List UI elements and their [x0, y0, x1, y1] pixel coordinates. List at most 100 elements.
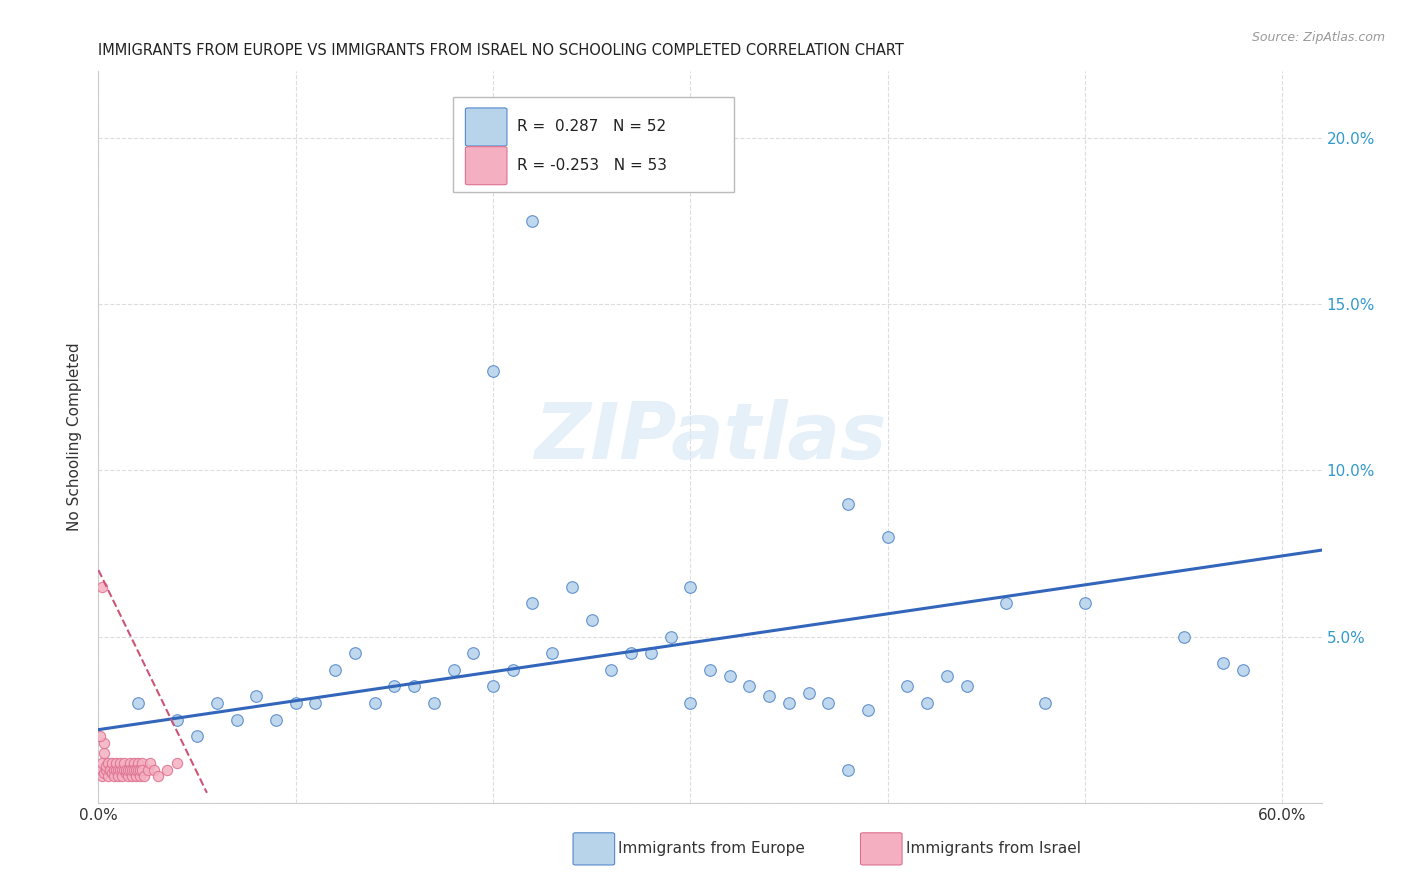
Point	[482, 680, 505, 694]
Point	[659, 630, 682, 644]
Point	[837, 763, 859, 777]
FancyBboxPatch shape	[453, 97, 734, 192]
Point	[955, 680, 977, 694]
Point	[264, 713, 287, 727]
Point	[117, 769, 139, 783]
FancyBboxPatch shape	[574, 833, 614, 865]
Point	[127, 763, 149, 777]
Point	[1173, 630, 1195, 644]
Text: R =  0.287   N = 52: R = 0.287 N = 52	[517, 119, 666, 134]
FancyBboxPatch shape	[465, 108, 508, 146]
Text: R = -0.253   N = 53: R = -0.253 N = 53	[517, 158, 666, 173]
Point	[856, 703, 879, 717]
Point	[118, 763, 141, 777]
Point	[103, 763, 125, 777]
Point	[112, 763, 135, 777]
Point	[561, 580, 583, 594]
Point	[125, 763, 148, 777]
Point	[93, 736, 115, 750]
Point	[817, 696, 839, 710]
Point	[131, 763, 153, 777]
Point	[915, 696, 938, 710]
Point	[323, 663, 346, 677]
Point	[91, 769, 114, 783]
Point	[101, 765, 124, 780]
Point	[121, 769, 143, 783]
Point	[284, 696, 307, 710]
Point	[343, 646, 366, 660]
Point	[699, 663, 721, 677]
Point	[98, 763, 121, 777]
Point	[443, 663, 465, 677]
Point	[205, 696, 228, 710]
Point	[127, 756, 149, 770]
Point	[91, 580, 114, 594]
Point	[96, 759, 118, 773]
Point	[640, 646, 662, 660]
FancyBboxPatch shape	[860, 833, 903, 865]
Point	[97, 756, 120, 770]
Point	[125, 769, 148, 783]
Point	[115, 765, 138, 780]
Point	[121, 763, 143, 777]
FancyBboxPatch shape	[465, 146, 508, 185]
Point	[522, 596, 544, 610]
Point	[522, 214, 544, 228]
Point	[1035, 696, 1057, 710]
Point	[541, 646, 564, 660]
Point	[103, 769, 125, 783]
Point	[89, 729, 111, 743]
Point	[89, 763, 111, 777]
Point	[994, 596, 1017, 610]
Point	[837, 497, 859, 511]
Y-axis label: No Schooling Completed: No Schooling Completed	[67, 343, 83, 532]
Text: Immigrants from Europe: Immigrants from Europe	[619, 841, 806, 856]
Point	[463, 646, 485, 660]
Point	[679, 580, 702, 594]
Point	[117, 763, 139, 777]
Point	[166, 713, 188, 727]
Point	[738, 680, 761, 694]
Point	[146, 769, 169, 783]
Point	[122, 763, 145, 777]
Point	[128, 769, 150, 783]
Point	[127, 696, 149, 710]
Point	[91, 756, 114, 770]
Point	[797, 686, 820, 700]
Point	[225, 713, 247, 727]
Point	[304, 696, 326, 710]
Point	[105, 756, 128, 770]
Point	[896, 680, 918, 694]
Point	[156, 763, 179, 777]
Point	[108, 763, 131, 777]
Point	[482, 363, 505, 377]
Point	[101, 756, 124, 770]
Point	[111, 763, 134, 777]
Point	[93, 765, 115, 780]
Point	[423, 696, 446, 710]
Point	[107, 769, 129, 783]
Point	[718, 669, 741, 683]
Point	[679, 696, 702, 710]
Point	[581, 613, 603, 627]
Point	[96, 763, 118, 777]
Point	[131, 756, 153, 770]
Point	[111, 769, 134, 783]
Text: Source: ZipAtlas.com: Source: ZipAtlas.com	[1251, 31, 1385, 45]
Point	[778, 696, 800, 710]
Point	[122, 756, 145, 770]
Point	[758, 690, 780, 704]
Point	[382, 680, 405, 694]
Point	[363, 696, 385, 710]
Point	[93, 746, 115, 760]
Point	[600, 663, 623, 677]
Point	[112, 756, 135, 770]
Point	[97, 769, 120, 783]
Point	[404, 680, 426, 694]
Point	[105, 763, 128, 777]
Point	[876, 530, 898, 544]
Point	[620, 646, 643, 660]
Point	[1212, 656, 1234, 670]
Point	[132, 769, 155, 783]
Point	[166, 756, 188, 770]
